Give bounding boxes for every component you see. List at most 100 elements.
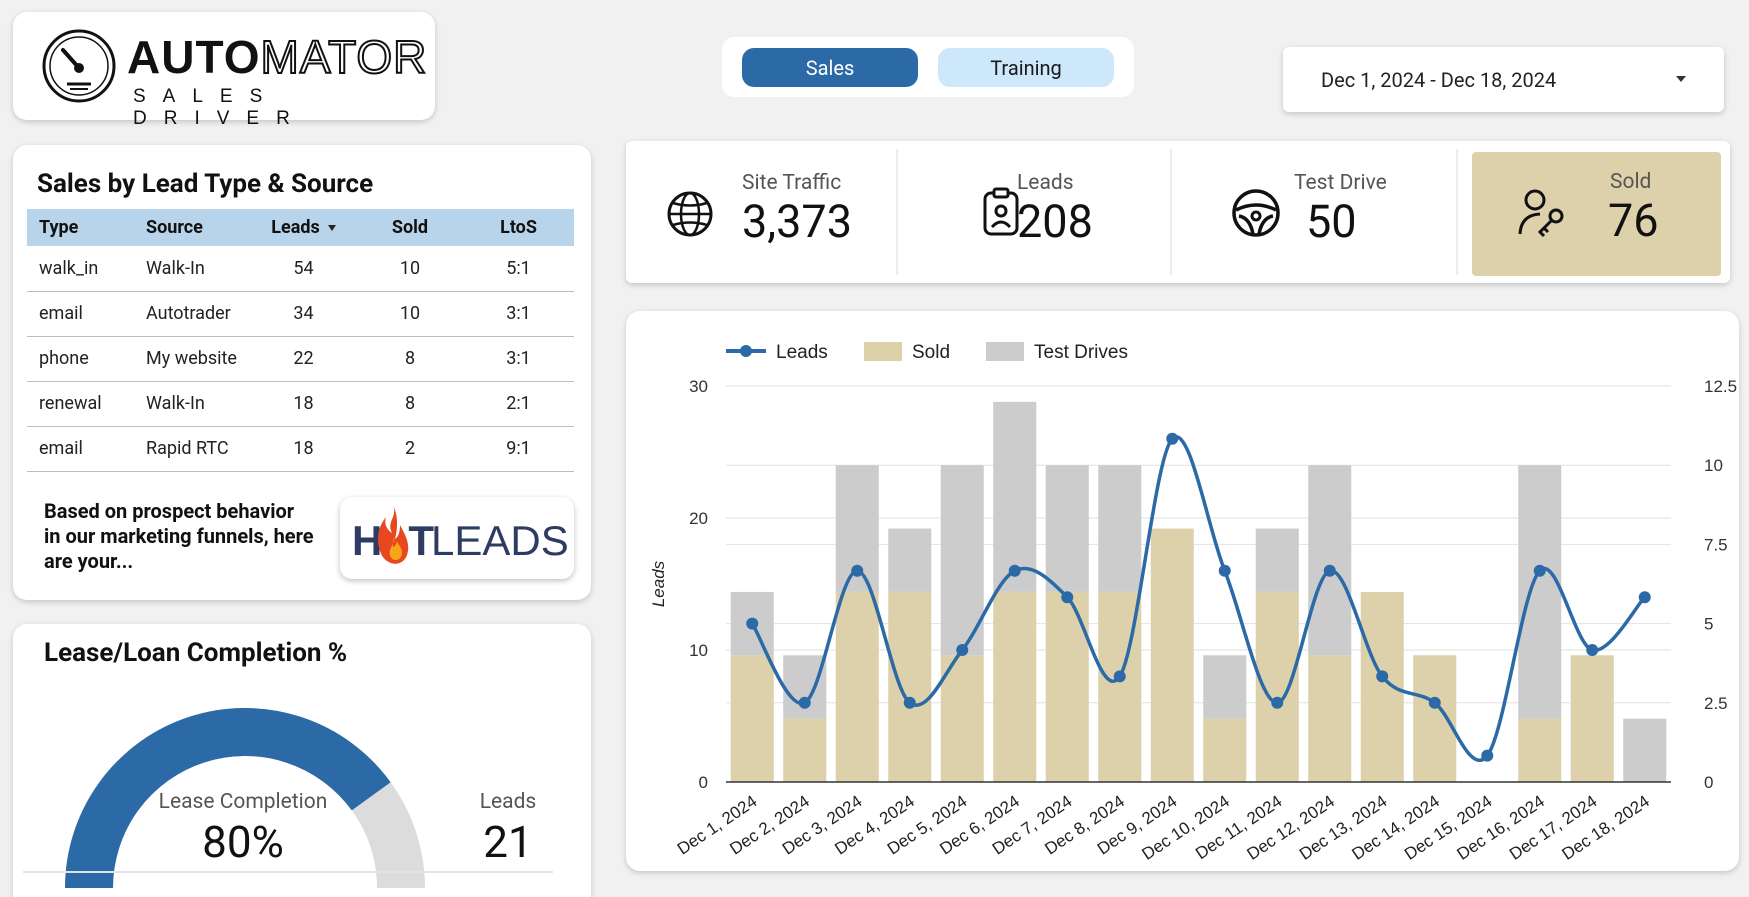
logo-wordmark: AUTOMATOR <box>127 30 428 84</box>
table-row[interactable]: phone My website 22 8 3:1 <box>27 336 574 382</box>
point-leads[interactable] <box>1166 432 1179 445</box>
cell-ltos: 5:1 <box>463 246 574 292</box>
legend-leads-label[interactable]: Leads <box>776 342 828 363</box>
bar-test-drives[interactable] <box>1518 465 1562 719</box>
bar-sold[interactable] <box>1203 718 1247 782</box>
point-leads[interactable] <box>1586 644 1599 656</box>
cell-leads: 22 <box>250 336 357 382</box>
point-leads[interactable] <box>956 644 969 656</box>
point-leads[interactable] <box>1533 564 1546 577</box>
point-leads[interactable] <box>1481 749 1494 762</box>
clipboard-user-icon <box>983 187 1019 236</box>
point-leads[interactable] <box>798 696 811 709</box>
bar-sold[interactable] <box>1150 528 1194 782</box>
cell-source: My website <box>134 336 250 382</box>
bar-test-drives[interactable] <box>888 528 932 592</box>
kpi-label: Sold <box>1610 170 1652 194</box>
legend-leads-marker <box>740 345 752 357</box>
cell-type: email <box>27 291 134 337</box>
y-axis-label: Leads <box>649 560 668 607</box>
bar-test-drives[interactable] <box>1308 465 1352 656</box>
bar-test-drives[interactable] <box>1203 655 1247 719</box>
point-leads[interactable] <box>746 617 759 630</box>
bar-sold[interactable] <box>783 718 827 782</box>
cell-sold: 8 <box>357 336 463 382</box>
cell-sold: 10 <box>357 246 463 292</box>
point-leads[interactable] <box>1061 591 1074 604</box>
point-leads[interactable] <box>903 696 916 709</box>
bar-sold[interactable] <box>940 655 984 782</box>
lease-loan-card: Lease/Loan Completion % Lease Completion… <box>13 624 591 897</box>
point-leads[interactable] <box>1113 670 1126 683</box>
bar-sold[interactable] <box>1045 591 1089 782</box>
table-header-row: Type Source Leads Sold LtoS <box>27 209 574 246</box>
lease-loan-title: Lease/Loan Completion % <box>44 638 348 668</box>
cell-sold: 8 <box>357 381 463 427</box>
kpi-leads: Leads 208 <box>898 141 1170 283</box>
point-leads[interactable] <box>851 564 864 577</box>
point-leads[interactable] <box>1008 564 1021 577</box>
bar-sold[interactable] <box>1308 655 1352 782</box>
legend-sold-label[interactable]: Sold <box>912 342 950 363</box>
bar-sold[interactable] <box>730 655 774 782</box>
bar-sold[interactable] <box>993 591 1037 782</box>
bar-test-drives[interactable] <box>783 655 827 719</box>
y2-tick-label: 7.5 <box>1704 535 1728 554</box>
kpi-label: Site Traffic <box>742 171 842 195</box>
bar-sold[interactable] <box>1413 655 1457 782</box>
bar-test-drives[interactable] <box>1623 718 1667 782</box>
table-row[interactable]: email Autotrader 34 10 3:1 <box>27 291 574 337</box>
y-tick-label: 10 <box>689 641 708 660</box>
cell-leads: 18 <box>250 381 357 427</box>
y2-tick-label: 5 <box>1704 615 1713 634</box>
cell-ltos: 9:1 <box>463 426 574 472</box>
point-leads[interactable] <box>1218 564 1231 577</box>
bar-test-drives[interactable] <box>993 401 1037 592</box>
bar-sold[interactable] <box>888 591 932 782</box>
cell-leads: 18 <box>250 426 357 472</box>
cell-source: Rapid RTC <box>134 426 250 472</box>
legend-test-drives-label[interactable]: Test Drives <box>1034 342 1128 363</box>
date-range-picker[interactable]: Dec 1, 2024 - Dec 18, 2024 <box>1283 47 1724 112</box>
point-leads[interactable] <box>1376 670 1389 683</box>
point-leads[interactable] <box>1271 696 1284 709</box>
column-header-sold[interactable]: Sold <box>357 209 463 246</box>
column-header-ltos[interactable]: LtoS <box>463 209 574 246</box>
kpi-label: Test Drive <box>1294 171 1387 195</box>
bar-sold[interactable] <box>1360 591 1404 782</box>
kpi-test-drive: Test Drive 50 <box>1172 141 1456 283</box>
point-leads[interactable] <box>1638 591 1651 604</box>
bar-sold[interactable] <box>1570 655 1614 782</box>
kpi-value: 208 <box>1017 195 1093 248</box>
chevron-down-icon <box>1676 76 1686 82</box>
y-tick-label: 20 <box>689 509 708 528</box>
table-row[interactable]: email Rapid RTC 18 2 9:1 <box>27 426 574 472</box>
point-leads[interactable] <box>1323 564 1336 577</box>
y-tick-label: 30 <box>689 377 708 396</box>
bar-test-drives[interactable] <box>1045 465 1089 592</box>
bar-test-drives[interactable] <box>940 465 984 656</box>
lease-leads-label: Leads <box>479 790 537 814</box>
kpi-value: 3,373 <box>742 195 853 248</box>
bar-sold[interactable] <box>1518 718 1562 782</box>
table-row[interactable]: walk_in Walk-In 54 10 5:1 <box>27 246 574 292</box>
cell-type: phone <box>27 336 134 382</box>
column-header-source[interactable]: Source <box>134 209 250 246</box>
tab-sales[interactable]: Sales <box>742 48 918 87</box>
point-leads[interactable] <box>1428 696 1441 709</box>
cell-type: walk_in <box>27 246 134 292</box>
table-row[interactable]: renewal Walk-In 18 8 2:1 <box>27 381 574 427</box>
tab-training[interactable]: Training <box>938 48 1114 87</box>
bar-test-drives[interactable] <box>1255 528 1299 592</box>
cell-type: renewal <box>27 381 134 427</box>
bar-test-drives[interactable] <box>1098 465 1142 592</box>
lease-divider <box>23 871 553 873</box>
column-header-type[interactable]: Type <box>27 209 134 246</box>
bar-sold[interactable] <box>835 591 879 782</box>
leads-sold-chart-card: 0 10 20 30 0 2.5 5 7.5 10 12.5 Leads Dec 1, 2024 Dec… <box>626 311 1739 871</box>
cell-leads: 34 <box>250 291 357 337</box>
column-header-leads[interactable]: Leads <box>250 209 357 246</box>
cell-ltos: 2:1 <box>463 381 574 427</box>
kpi-sold: Sold 76 <box>1472 152 1721 276</box>
